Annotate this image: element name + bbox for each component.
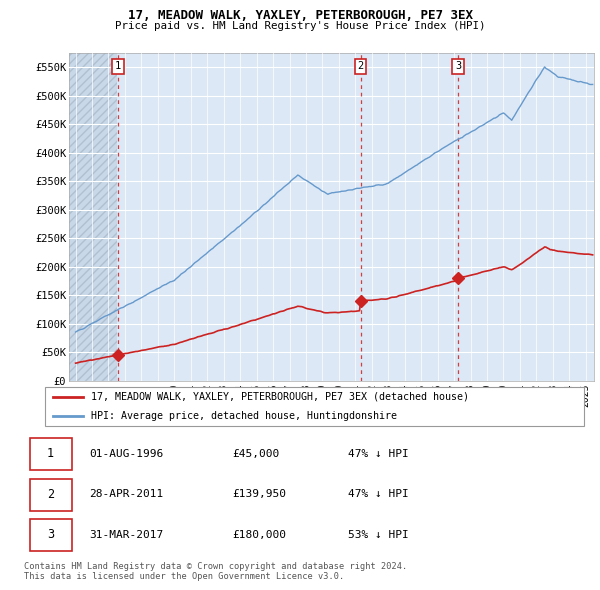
Text: 53% ↓ HPI: 53% ↓ HPI: [348, 530, 409, 540]
Text: 3: 3: [47, 528, 54, 541]
Text: £45,000: £45,000: [233, 448, 280, 458]
Text: HPI: Average price, detached house, Huntingdonshire: HPI: Average price, detached house, Hunt…: [91, 411, 397, 421]
Text: 31-MAR-2017: 31-MAR-2017: [89, 530, 163, 540]
Text: 47% ↓ HPI: 47% ↓ HPI: [348, 448, 409, 458]
Text: Price paid vs. HM Land Registry's House Price Index (HPI): Price paid vs. HM Land Registry's House …: [115, 21, 485, 31]
FancyBboxPatch shape: [29, 479, 72, 510]
Bar: [69, 53, 117, 381]
Text: 17, MEADOW WALK, YAXLEY, PETERBOROUGH, PE7 3EX: 17, MEADOW WALK, YAXLEY, PETERBOROUGH, P…: [128, 9, 473, 22]
Text: 28-APR-2011: 28-APR-2011: [89, 489, 163, 499]
Text: 17, MEADOW WALK, YAXLEY, PETERBOROUGH, PE7 3EX (detached house): 17, MEADOW WALK, YAXLEY, PETERBOROUGH, P…: [91, 392, 469, 402]
Text: Contains HM Land Registry data © Crown copyright and database right 2024.
This d: Contains HM Land Registry data © Crown c…: [24, 562, 407, 581]
Text: 3: 3: [455, 61, 461, 71]
Text: 1: 1: [47, 447, 54, 460]
Text: £139,950: £139,950: [233, 489, 287, 499]
FancyBboxPatch shape: [45, 387, 584, 426]
FancyBboxPatch shape: [29, 438, 72, 470]
Text: 2: 2: [358, 61, 364, 71]
Text: £180,000: £180,000: [233, 530, 287, 540]
FancyBboxPatch shape: [29, 520, 72, 551]
Text: 2: 2: [47, 487, 54, 501]
Text: 47% ↓ HPI: 47% ↓ HPI: [348, 489, 409, 499]
Text: 01-AUG-1996: 01-AUG-1996: [89, 448, 163, 458]
Text: 1: 1: [115, 61, 121, 71]
